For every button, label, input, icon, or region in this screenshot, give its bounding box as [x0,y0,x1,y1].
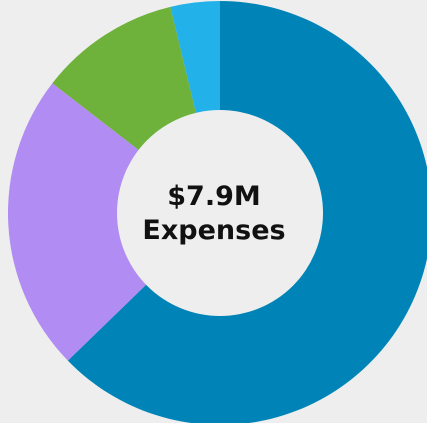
pie-slice-2 [7,83,221,361]
donut-hole [117,110,323,316]
center-value: $7.9M [167,181,261,212]
center-label: $7.9M Expenses [120,180,308,248]
center-caption: Expenses [142,215,286,246]
